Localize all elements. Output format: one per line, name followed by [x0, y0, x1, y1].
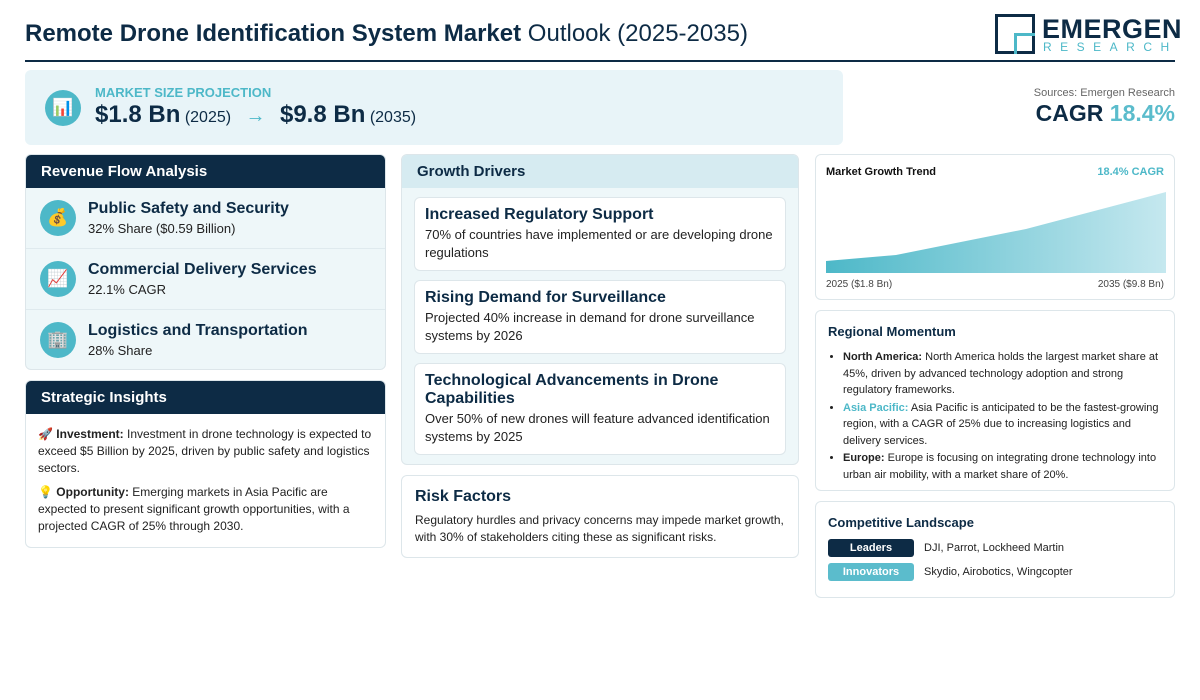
region-item: North America: North America holds the l… [843, 349, 1162, 399]
revenue-card: Revenue Flow Analysis 💰 Public Safety and… [25, 154, 386, 370]
trend-end: 2035 ($9.8 Bn) [1097, 279, 1164, 290]
start-year: (2025) [184, 109, 232, 126]
risk-title: Risk Factors [415, 488, 512, 505]
regional-card: Regional Momentum North America: North A… [815, 310, 1175, 491]
projection-icon: 📊 [45, 90, 81, 126]
region-text: Europe is focusing on integrating drone … [843, 452, 1157, 481]
regional-title: Regional Momentum [828, 324, 956, 339]
insight-text: Emerging markets in Asia Pacific are exp… [38, 485, 350, 533]
region-text: Asia Pacific is anticipated to be the fa… [843, 401, 1159, 447]
region-name: Europe: [843, 452, 885, 464]
start-value: $1.8 Bn [95, 101, 181, 128]
title-rest: Outlook (2025-2035) [527, 20, 748, 47]
competitive-row: Leaders DJI, Parrot, Lockheed Martin [828, 539, 1162, 557]
drivers-title: Growth Drivers [402, 155, 798, 188]
logo-sub: RESEARCH [1043, 40, 1178, 54]
revenue-name: Public Safety and Security [88, 200, 289, 217]
driver-text: Over 50% of new drones will feature adva… [425, 411, 770, 444]
insight-text: Investment in drone technology is expect… [38, 427, 372, 475]
revenue-list: 💰 Public Safety and Security 32% Share ($0… [26, 188, 385, 369]
arrow: → [245, 105, 266, 127]
competitive-companies: Skydio, Airobotics, Wingcopter [924, 566, 1073, 578]
driver-title: Rising Demand for Surveillance [425, 289, 666, 306]
competitive-title: Competitive Landscape [828, 515, 974, 530]
trend-area [826, 192, 1166, 273]
driver-title: Technological Advancements in Drone Capa… [425, 372, 719, 407]
logo-accent [1014, 33, 1035, 54]
sources: Sources: Emergen Research [1033, 87, 1175, 99]
end-value: $9.8 Bn [279, 101, 366, 128]
driver-text: 70% of countries have implemented or are… [425, 227, 773, 260]
revenue-text: Commercial Delivery Services 22.1% CAGR [88, 261, 317, 297]
driver: Technological Advancements in Drone Capa… [414, 363, 786, 455]
revenue-text: Public Safety and Security 32% Share ($0.… [88, 200, 289, 236]
insights-title: Strategic Insights [26, 381, 385, 414]
trend-cagr: 18.4% CAGR [1097, 166, 1164, 178]
revenue-title: Revenue Flow Analysis [26, 155, 385, 188]
trend-shape [826, 192, 1166, 273]
trend-title: Market Growth Trend [826, 166, 937, 178]
trend-card: Market Growth Trend 18.4% CAGR 2025 ($1.… [815, 154, 1175, 300]
drivers-card: Growth Drivers Increased Regulatory Supp… [401, 154, 799, 465]
insight-label: Investment: [56, 427, 124, 441]
cagr-label: CAGR [1035, 100, 1104, 126]
region-text: North America holds the largest market s… [843, 351, 1159, 396]
insight-label: Opportunity: [56, 485, 129, 499]
revenue-icon: 📈 [40, 261, 76, 297]
insights-card: Strategic Insights 🚀 Investment: Investm… [25, 380, 386, 548]
revenue-detail: 32% Share ($0.59 Billion) [88, 221, 236, 236]
competitive-list: Leaders DJI, Parrot, Lockheed Martin Innov… [828, 539, 1162, 581]
cagr: CAGR 18.4% [1036, 100, 1175, 127]
competitive-companies: DJI, Parrot, Lockheed Martin [924, 542, 1065, 554]
competitive-card: Competitive Landscape Leaders DJI, Parrot… [815, 501, 1175, 598]
revenue-name: Commercial Delivery Services [88, 261, 317, 278]
insights-list: 🚀 Investment: Investment in drone techno… [26, 414, 385, 535]
competitive-badge: Innovators [828, 563, 914, 581]
drivers-list: Increased Regulatory Support 70% of count… [402, 188, 798, 455]
end-year: (2035) [369, 109, 417, 126]
revenue-icon: 🏢 [40, 322, 76, 358]
region-name: North America: [843, 351, 923, 363]
projection-label: MARKET SIZE PROJECTION [95, 85, 272, 100]
revenue-item: 💰 Public Safety and Security 32% Share ($0… [26, 188, 385, 249]
revenue-detail: 28% Share [88, 343, 153, 358]
cagr-value: 18.4% [1109, 100, 1175, 126]
competitive-badge: Leaders [828, 539, 914, 557]
revenue-item: 📈 Commercial Delivery Services 22.1% CAGR [26, 249, 385, 310]
projection-values: $1.8 Bn (2025) → $9.8 Bn (2035) [95, 101, 416, 129]
regional-list: North America: North America holds the l… [828, 349, 1162, 483]
revenue-text: Logistics and Transportation 28% Share [88, 322, 308, 358]
trend-start: 2025 ($1.8 Bn) [826, 279, 893, 290]
title-bold: Remote Drone Identification System Marke… [25, 20, 522, 47]
logo-main: EMERGEN [1042, 14, 1183, 44]
region-item: Asia Pacific: Asia Pacific is anticipate… [843, 400, 1162, 450]
revenue-name: Logistics and Transportation [88, 322, 308, 339]
driver-text: Projected 40% increase in demand for dro… [425, 310, 755, 343]
insight-icon: 💡 [38, 485, 53, 499]
driver: Increased Regulatory Support 70% of count… [414, 197, 786, 271]
header-rule [25, 60, 1175, 62]
revenue-icon: 💰 [40, 200, 76, 236]
projection-box: 📊 MARKET SIZE PROJECTION $1.8 Bn (2025) … [25, 70, 843, 145]
insight: 🚀 Investment: Investment in drone techno… [38, 426, 373, 477]
page-title: Remote Drone Identification System Marke… [25, 20, 748, 48]
insight-icon: 🚀 [38, 427, 53, 441]
insight: 💡 Opportunity: Emerging markets in Asia … [38, 484, 373, 535]
region-item: Europe: Europe is focusing on integratin… [843, 450, 1162, 483]
revenue-detail: 22.1% CAGR [88, 282, 167, 297]
risk-text: Regulatory hurdles and privacy concerns … [415, 513, 784, 544]
region-name: Asia Pacific: [843, 401, 909, 414]
competitive-row: Innovators Skydio, Airobotics, Wingcopter [828, 563, 1162, 581]
revenue-item: 🏢 Logistics and Transportation 28% Share [26, 310, 385, 369]
driver: Rising Demand for Surveillance Projected … [414, 280, 786, 354]
driver-title: Increased Regulatory Support [425, 206, 654, 223]
risk-card: Risk Factors Regulatory hurdles and priv… [401, 475, 799, 558]
